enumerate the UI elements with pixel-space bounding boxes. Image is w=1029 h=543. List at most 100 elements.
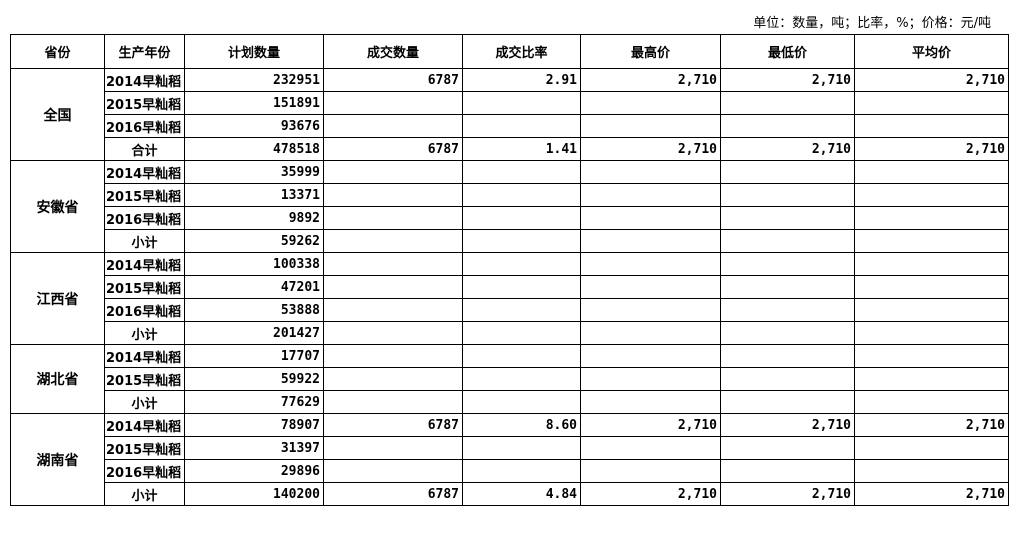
high-price-cell: 2,710 xyxy=(580,413,721,437)
avg-price-cell xyxy=(854,390,1009,414)
year-cell: 小计 xyxy=(104,482,185,506)
subtotal-row: 小计 140200 6787 4.84 2,710 2,710 2,710 xyxy=(11,482,1009,506)
deal-qty-cell xyxy=(323,275,463,299)
deal-qty-cell xyxy=(323,114,463,138)
table-row: 江西省 2014早籼稻 100338 xyxy=(10,252,1009,345)
deal-rate-cell xyxy=(462,367,581,391)
deal-rate-cell xyxy=(462,91,581,115)
avg-price-cell: 2,710 xyxy=(854,482,1009,506)
high-price-cell xyxy=(580,321,721,345)
low-price-cell xyxy=(720,91,855,115)
deal-qty-cell: 6787 xyxy=(323,413,463,437)
header-province: 省份 xyxy=(10,34,105,69)
plan-qty-cell: 151891 xyxy=(184,91,324,115)
low-price-cell xyxy=(720,183,855,207)
avg-price-cell xyxy=(854,367,1009,391)
deal-rate-cell: 2.91 xyxy=(462,68,581,92)
avg-price-cell xyxy=(854,321,1009,345)
year-cell: 2015早籼稻 xyxy=(104,91,185,115)
table-row: 湖北省 2014早籼稻 17707 xyxy=(10,344,1009,414)
plan-qty-cell: 232951 xyxy=(184,68,324,92)
low-price-cell xyxy=(720,436,855,460)
deal-rate-cell xyxy=(462,275,581,299)
high-price-cell xyxy=(580,252,721,276)
low-price-cell xyxy=(720,206,855,230)
deal-qty-cell xyxy=(323,321,463,345)
deal-rate-cell: 4.84 xyxy=(462,482,581,506)
table-row: 安徽省 2014早籼稻 35999 xyxy=(10,160,1009,253)
low-price-cell xyxy=(720,321,855,345)
table-row: 2015早籼稻 31397 xyxy=(11,436,1009,460)
low-price-cell: 2,710 xyxy=(720,413,855,437)
deal-rate-cell xyxy=(462,252,581,276)
high-price-cell xyxy=(580,183,721,207)
deal-rate-cell: 8.60 xyxy=(462,413,581,437)
plan-qty-cell: 78907 xyxy=(184,413,324,437)
table-row: 湖南省 2014早籼稻 78907 6787 8.60 2,710 2,710 2,710 xyxy=(10,413,1009,506)
year-cell: 2015早籼稻 xyxy=(104,183,185,207)
high-price-cell xyxy=(580,436,721,460)
high-price-cell: 2,710 xyxy=(580,68,721,92)
year-cell: 2014早籼稻 xyxy=(104,252,185,276)
plan-qty-cell: 100338 xyxy=(184,252,324,276)
deal-qty-cell: 6787 xyxy=(323,482,463,506)
deal-rate-cell xyxy=(462,390,581,414)
plan-qty-cell: 31397 xyxy=(184,436,324,460)
avg-price-cell xyxy=(854,298,1009,322)
high-price-cell xyxy=(580,114,721,138)
low-price-cell xyxy=(720,160,855,184)
deal-rate-cell xyxy=(462,298,581,322)
avg-price-cell xyxy=(854,436,1009,460)
subtotal-row: 小计 59262 xyxy=(11,229,1009,253)
deal-rate-cell xyxy=(462,436,581,460)
year-cell: 2014早籼稻 xyxy=(104,344,185,368)
low-price-cell xyxy=(720,114,855,138)
subtotal-row: 小计 201427 xyxy=(11,321,1009,345)
year-cell: 小计 xyxy=(104,321,185,345)
header-year: 生产年份 xyxy=(104,34,185,69)
high-price-cell: 2,710 xyxy=(580,137,721,161)
high-price-cell xyxy=(580,344,721,368)
year-cell: 2016早籼稻 xyxy=(104,206,185,230)
low-price-cell xyxy=(720,390,855,414)
deal-rate-cell xyxy=(462,321,581,345)
year-cell: 合计 xyxy=(104,137,185,161)
plan-qty-cell: 9892 xyxy=(184,206,324,230)
high-price-cell xyxy=(580,367,721,391)
deal-qty-cell xyxy=(323,459,463,483)
high-price-cell xyxy=(580,459,721,483)
table-row: 2015早籼稻 13371 xyxy=(11,183,1009,207)
deal-qty-cell xyxy=(323,91,463,115)
high-price-cell xyxy=(580,160,721,184)
high-price-cell xyxy=(580,229,721,253)
low-price-cell xyxy=(720,275,855,299)
plan-qty-cell: 53888 xyxy=(184,298,324,322)
header-row: 省份 生产年份 计划数量 成交数量 成交比率 最高价 最低价 平均价 xyxy=(10,34,1009,69)
plan-qty-cell: 93676 xyxy=(184,114,324,138)
year-cell: 2016早籼稻 xyxy=(104,298,185,322)
high-price-cell xyxy=(580,206,721,230)
header-deal-rate: 成交比率 xyxy=(462,34,581,69)
deal-qty-cell xyxy=(323,160,463,184)
low-price-cell: 2,710 xyxy=(720,482,855,506)
deal-qty-cell xyxy=(323,436,463,460)
deal-qty-cell xyxy=(323,206,463,230)
header-avg-price: 平均价 xyxy=(854,34,1009,69)
plan-qty-cell: 35999 xyxy=(184,160,324,184)
year-cell: 2015早籼稻 xyxy=(104,367,185,391)
province-cell: 湖南省 xyxy=(10,413,105,506)
deal-qty-cell: 6787 xyxy=(323,68,463,92)
high-price-cell xyxy=(580,91,721,115)
year-cell: 2016早籼稻 xyxy=(104,114,185,138)
deal-qty-cell xyxy=(323,344,463,368)
plan-qty-cell: 29896 xyxy=(184,459,324,483)
year-cell: 2014早籼稻 xyxy=(104,68,185,92)
deal-qty-cell xyxy=(323,390,463,414)
plan-qty-cell: 59262 xyxy=(184,229,324,253)
year-cell: 2014早籼稻 xyxy=(104,413,185,437)
year-cell: 2015早籼稻 xyxy=(104,436,185,460)
high-price-cell xyxy=(580,298,721,322)
province-cell: 湖北省 xyxy=(10,344,105,414)
province-cell: 全国 xyxy=(10,68,105,161)
avg-price-cell xyxy=(854,114,1009,138)
